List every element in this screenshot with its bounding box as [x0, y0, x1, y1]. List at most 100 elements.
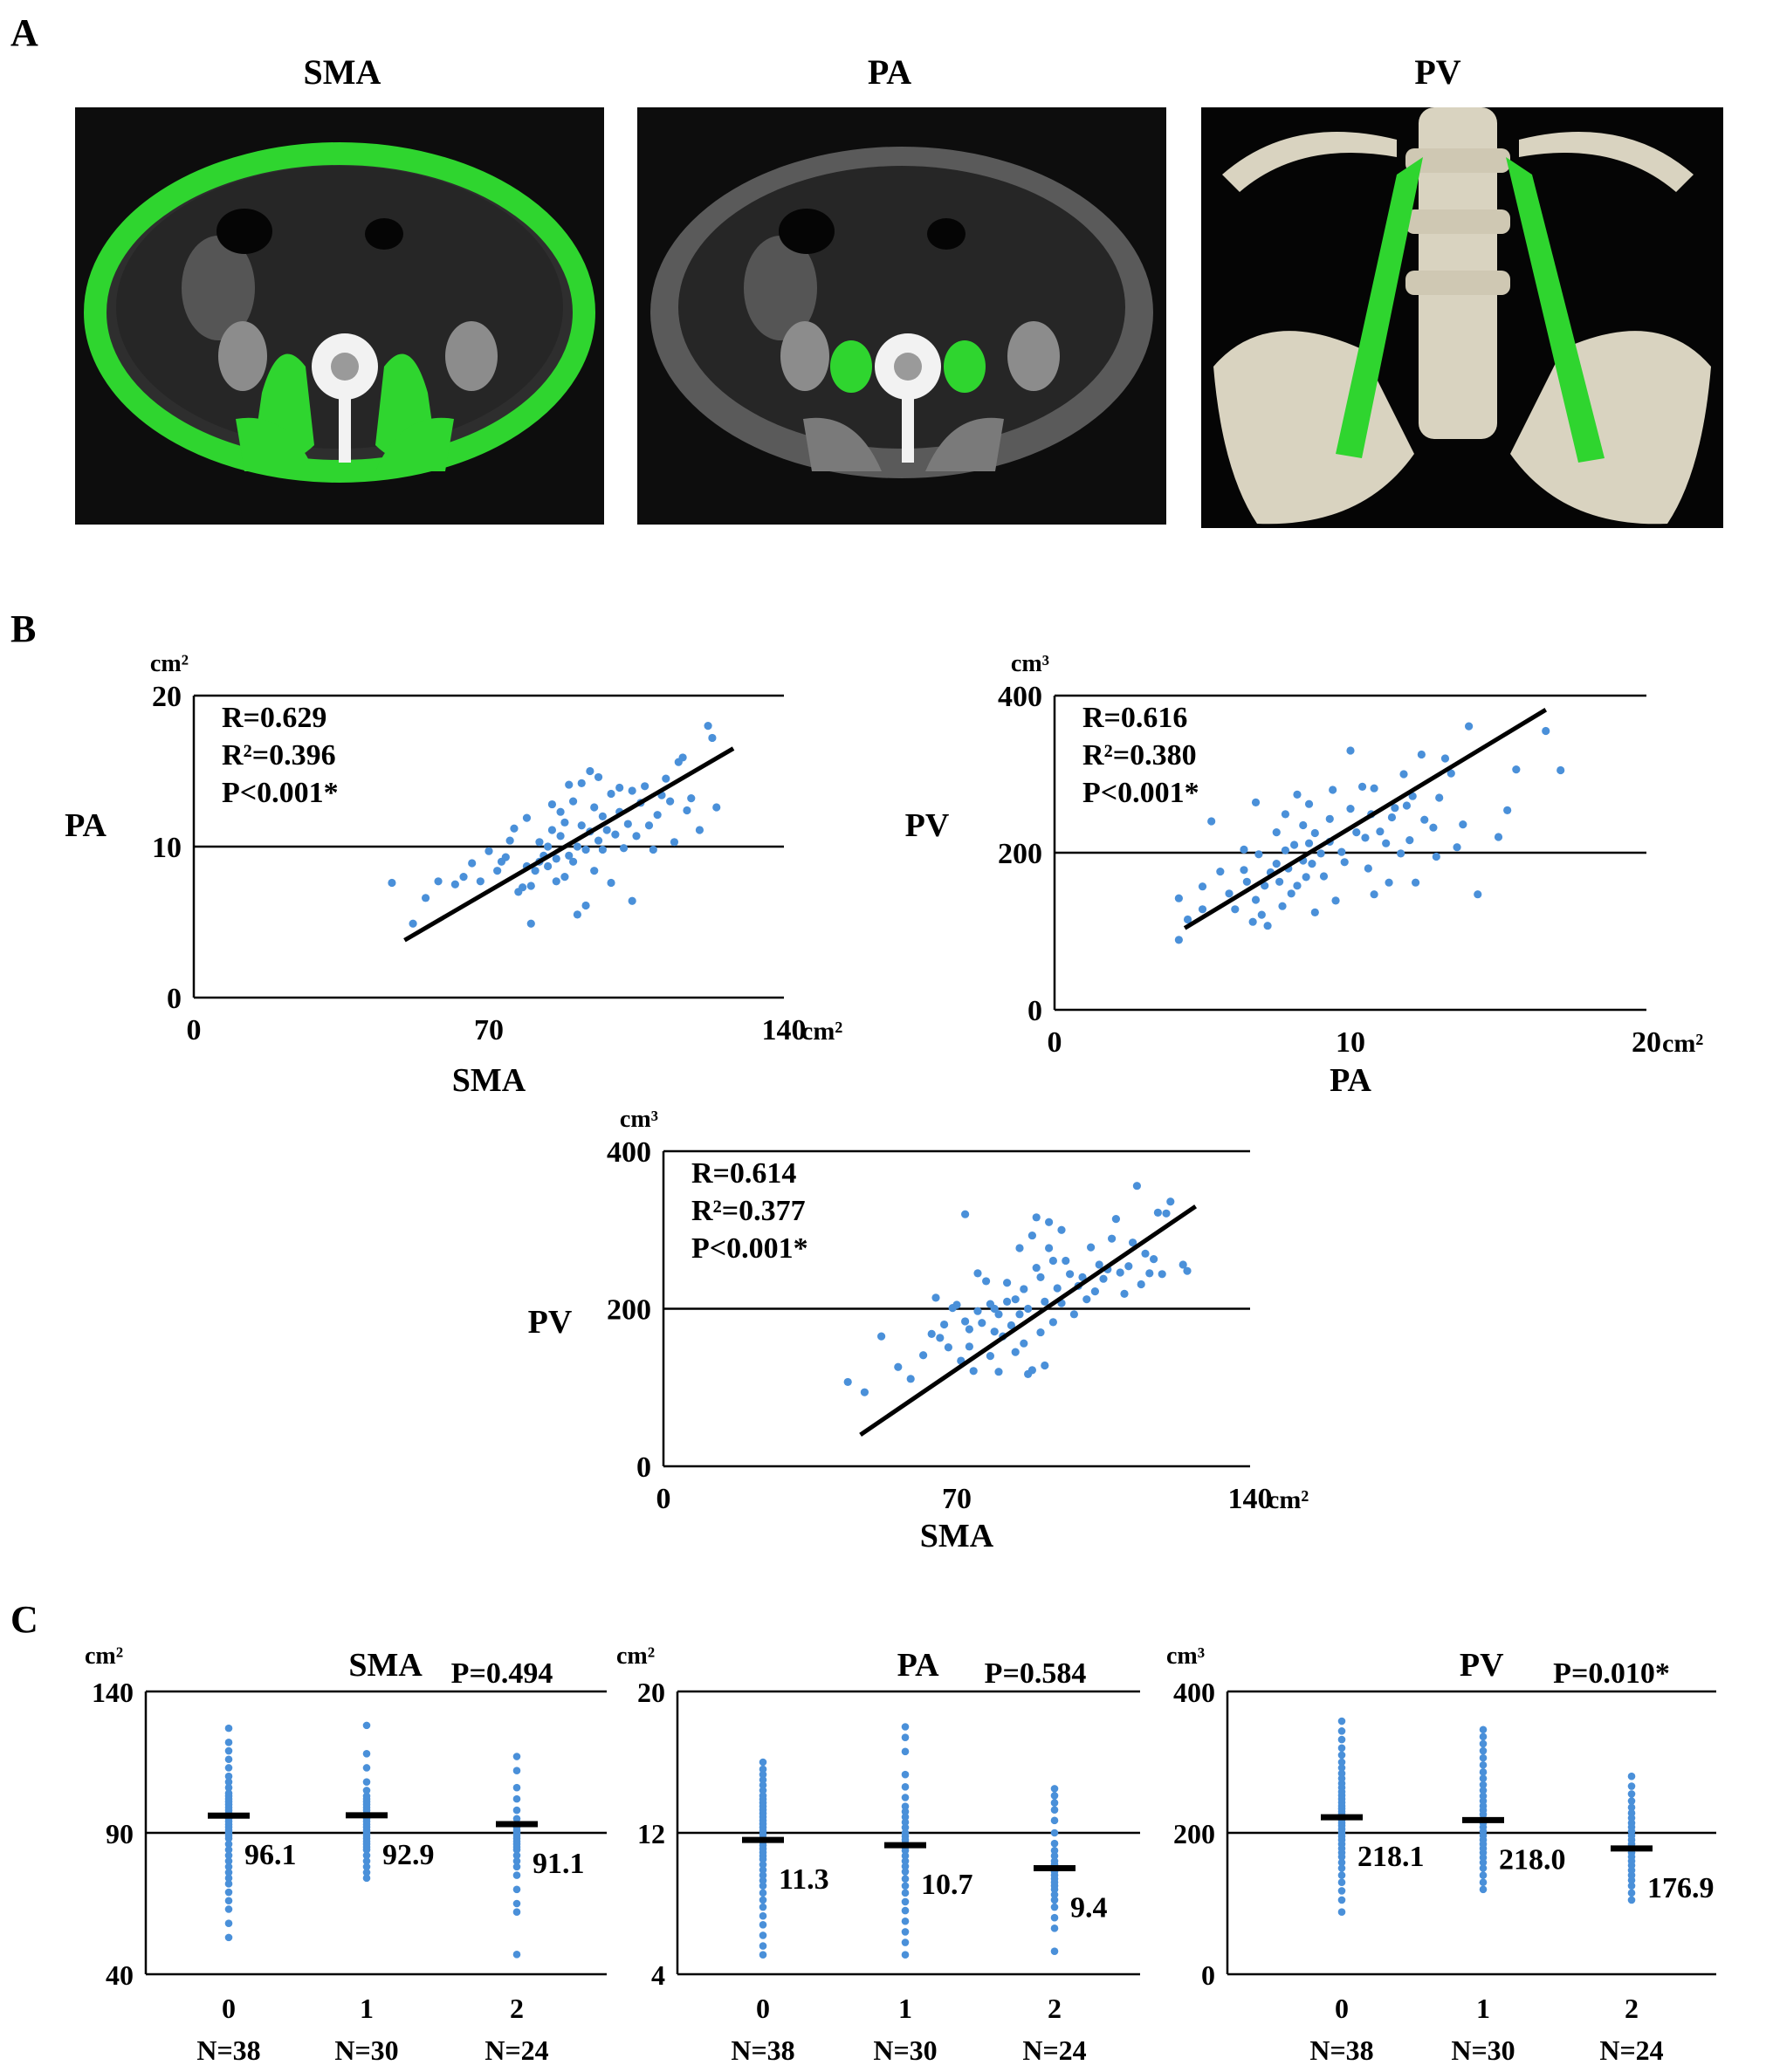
data-point: [1627, 1772, 1636, 1780]
data-point: [519, 883, 527, 892]
data-point: [1183, 1266, 1192, 1275]
data-point: [1357, 782, 1367, 792]
p-value: P=0.494: [451, 1657, 553, 1690]
data-point: [1278, 902, 1287, 910]
data-point: [1479, 1787, 1488, 1794]
data-point: [1287, 889, 1295, 898]
data-point: [1435, 793, 1444, 802]
x-tick-label: 70: [474, 1014, 504, 1046]
data-point: [1015, 1244, 1024, 1252]
data-point: [759, 1876, 767, 1884]
data-point: [1124, 1262, 1133, 1271]
data-point: [1198, 882, 1207, 891]
data-point: [759, 1861, 767, 1869]
data-point: [708, 733, 717, 743]
data-point: [901, 1852, 910, 1860]
data-point: [1011, 1348, 1020, 1356]
data-point: [632, 832, 641, 840]
mean-label: 218.0: [1499, 1843, 1566, 1876]
data-point: [1174, 894, 1183, 902]
data-point: [224, 1874, 233, 1883]
chart-pv-by-group: 0 200 400 cm³ PV P=0.010* 218.1 0 N=38 218.0 1 N=30…: [1166, 1643, 1716, 2066]
data-point: [224, 1755, 233, 1764]
ct-image-sma: [75, 107, 604, 525]
data-point: [1174, 936, 1183, 944]
data-point: [501, 853, 510, 861]
chart-pv-vs-pa: 0 200 400 cm³ 0 10 20 cm² PV PA R=0.616 R²=0.380 P<0…: [905, 650, 1704, 1099]
x-tick-label: 10: [1336, 1026, 1365, 1059]
data-point: [901, 1808, 910, 1815]
mean-label: 92.9: [382, 1839, 435, 1871]
data-point: [1099, 1274, 1108, 1283]
data-point: [759, 1911, 767, 1920]
y-tick-label: 200: [607, 1294, 651, 1327]
data-point: [224, 1772, 233, 1780]
data-point: [362, 1851, 371, 1860]
data-point: [901, 1794, 910, 1801]
data-point: [1310, 828, 1319, 838]
data-point: [552, 854, 560, 863]
data-point: [493, 867, 502, 875]
data-point: [901, 1938, 910, 1946]
y-tick-label: 0: [167, 983, 182, 1015]
data-point: [1319, 872, 1329, 881]
panel-label-b: B: [10, 607, 36, 650]
data-point: [611, 830, 620, 839]
y-axis-label: PV: [528, 1304, 573, 1341]
data-point: [565, 780, 574, 789]
y-unit-label: cm³: [1011, 650, 1049, 677]
data-point: [224, 1880, 233, 1888]
data-point: [1050, 1903, 1059, 1911]
data-point: [759, 1781, 767, 1789]
data-point: [224, 1919, 233, 1927]
data-point: [901, 1897, 910, 1906]
data-point: [1045, 1244, 1054, 1252]
chart-title: PV: [1460, 1647, 1504, 1684]
data-point: [649, 845, 657, 854]
data-point: [1289, 840, 1299, 849]
data-point: [1316, 849, 1325, 858]
data-point: [1397, 849, 1405, 858]
data-point: [759, 1758, 767, 1767]
data-point: [556, 832, 565, 840]
data-point: [973, 1307, 982, 1315]
x-tick-label: 0: [1048, 1026, 1062, 1059]
data-point: [901, 1951, 910, 1959]
data-point: [512, 1815, 521, 1823]
data-point: [1162, 1209, 1171, 1218]
data-point: [1420, 815, 1429, 824]
data-point: [759, 1942, 767, 1950]
data-point: [1281, 846, 1290, 854]
data-point: [901, 1818, 910, 1827]
data-point: [505, 836, 514, 845]
x-axis-label: PA: [1330, 1062, 1371, 1099]
y-tick-label: 400: [998, 681, 1042, 713]
data-point: [1082, 1295, 1091, 1304]
data-point: [1263, 922, 1272, 930]
group-n-label: N=30: [873, 2034, 937, 2066]
data-point: [901, 1802, 910, 1810]
data-point: [224, 1933, 233, 1942]
data-point: [1145, 1269, 1154, 1278]
y-unit-label: cm²: [616, 1643, 655, 1670]
y-unit-label: cm³: [1166, 1643, 1205, 1670]
data-point: [1627, 1803, 1636, 1812]
data-point: [759, 1770, 767, 1779]
stat-1: R²=0.380: [1082, 739, 1197, 772]
data-point: [1479, 1878, 1488, 1886]
data-point: [1408, 792, 1417, 800]
data-point: [1251, 798, 1261, 807]
data-point: [568, 857, 578, 866]
data-point: [1364, 864, 1372, 873]
data-point: [1020, 1339, 1028, 1348]
stat-2: P<0.001*: [1082, 777, 1199, 809]
data-point: [704, 722, 712, 731]
data-point: [1405, 836, 1414, 845]
data-point: [1411, 878, 1420, 887]
data-point: [978, 1319, 986, 1328]
data-point: [590, 867, 599, 875]
mean-label: 96.1: [244, 1839, 297, 1871]
data-point: [607, 878, 615, 888]
data-point: [1479, 1774, 1488, 1782]
